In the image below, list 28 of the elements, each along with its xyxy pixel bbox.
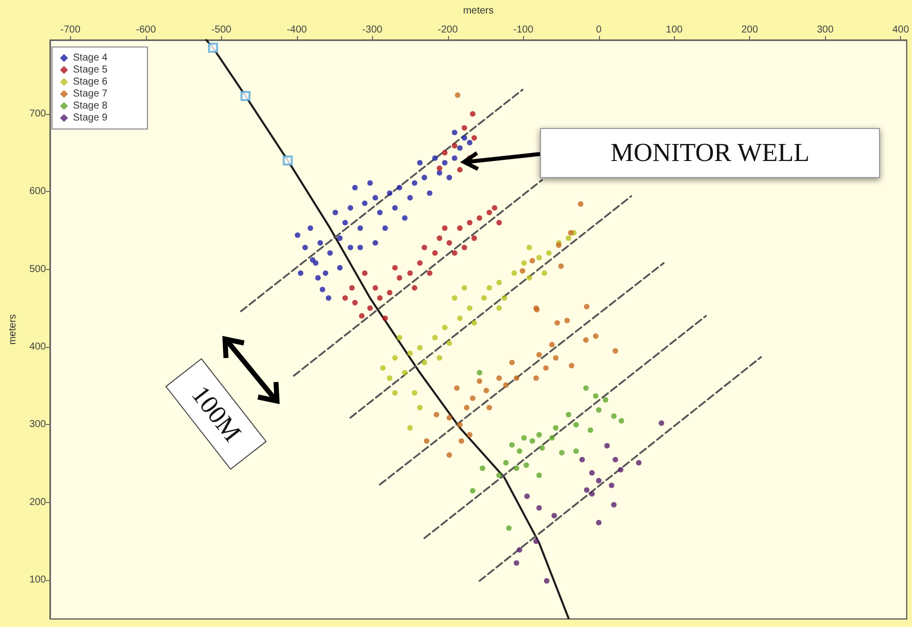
x-tick-label: -100 <box>513 24 534 36</box>
x-tick-label: -500 <box>211 24 232 36</box>
x-tick-label: 300 <box>816 24 834 36</box>
x-tick-label: 200 <box>741 24 758 36</box>
legend-label: Stage 7 <box>73 88 108 100</box>
y-axis-title: meters <box>8 314 18 345</box>
x-tick-label: -400 <box>286 24 308 36</box>
legend-label: Stage 9 <box>73 112 108 124</box>
legend-label: Stage 4 <box>73 52 108 64</box>
x-tick-label: 0 <box>596 24 602 36</box>
legend-label: Stage 5 <box>73 64 108 76</box>
y-tick-label: 300 <box>29 419 46 430</box>
y-tick-label: 600 <box>29 186 46 198</box>
annotation: MONITOR WELL <box>610 138 810 168</box>
x-axis-title: meters <box>463 6 494 16</box>
x-tick-label: -700 <box>60 24 81 36</box>
x-tick-label: -300 <box>362 24 383 36</box>
x-tick-label: 100 <box>666 24 684 36</box>
legend-label: Stage 8 <box>73 100 108 112</box>
y-tick-label: 100 <box>29 574 46 586</box>
y-tick-label: 700 <box>29 108 46 120</box>
y-tick-label: 500 <box>29 264 46 275</box>
x-tick-label: -200 <box>438 24 458 36</box>
x-tick-label: -600 <box>136 24 156 36</box>
x-tick-label: 400 <box>892 24 910 36</box>
y-tick-label: 400 <box>29 341 46 352</box>
legend-label: Stage 6 <box>73 76 108 88</box>
y-tick-label: 200 <box>29 496 46 508</box>
